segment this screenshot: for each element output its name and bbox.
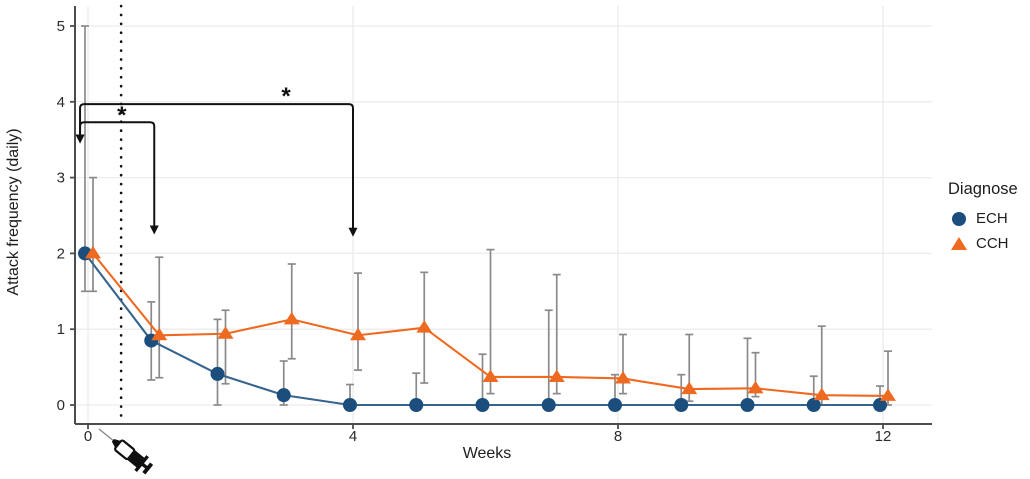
y-tick-label: 3 (57, 170, 65, 187)
arrowhead-icon (75, 134, 85, 144)
x-tick-label: 4 (349, 428, 357, 445)
cch-marker (151, 327, 168, 341)
ech-marker (409, 398, 424, 412)
y-tick-label: 0 (57, 397, 65, 414)
x-tick-label: 8 (614, 428, 622, 445)
cch-marker (548, 369, 565, 382)
circle-marker-icon (952, 211, 966, 226)
legend-item-label: ECH (976, 210, 1008, 227)
ech-marker (210, 366, 225, 381)
cch-marker (615, 370, 631, 384)
x-axis-title: Weeks (462, 445, 512, 462)
cch-marker (681, 381, 698, 395)
y-axis-title: Attack frequency (daily) (5, 128, 22, 296)
y-tick-label: 1 (57, 321, 65, 338)
legend-item-ech: ECH (948, 206, 1030, 231)
gridlines (75, 6, 932, 424)
significance-star: * (281, 83, 291, 110)
cch-marker (880, 388, 896, 401)
ech-marker (276, 388, 291, 403)
ech-series (78, 246, 887, 412)
ech-marker (674, 398, 689, 412)
legend-item-label: CCH (976, 235, 1009, 252)
ech-marker (475, 398, 490, 412)
cch-marker (283, 311, 300, 325)
y-tick-label: 2 (57, 245, 65, 262)
cch-marker (350, 327, 366, 341)
legend: Diagnose ECH CCH (948, 180, 1030, 256)
ech-marker (343, 398, 357, 412)
cch-series (85, 245, 896, 401)
ech-marker (873, 398, 887, 412)
y-tick-label: 5 (57, 18, 65, 35)
triangle-marker-icon (951, 236, 967, 250)
cch-marker (813, 387, 830, 401)
ech-marker (608, 398, 622, 412)
ech-marker (740, 398, 755, 412)
ech-marker (806, 398, 821, 412)
legend-item-cch: CCH (948, 231, 1030, 256)
arrowhead-icon (149, 225, 159, 235)
significance-star: * (117, 102, 127, 129)
arrowhead-icon (348, 227, 358, 237)
significance-brackets: ** (75, 83, 358, 237)
y-tick-label: 4 (57, 94, 65, 111)
cch-marker (482, 369, 499, 382)
ech-marker (541, 398, 556, 412)
legend-items: ECH CCH (948, 206, 1030, 256)
cch-marker (217, 326, 234, 339)
cch-marker (85, 245, 101, 259)
syringe-icon (98, 428, 154, 475)
cch-marker (747, 380, 764, 394)
cch-marker (416, 320, 433, 333)
legend-title: Diagnose (948, 180, 1018, 198)
error-bars (81, 25, 892, 406)
x-tick-label: 12 (875, 428, 892, 445)
x-tick-label: 0 (84, 428, 92, 445)
